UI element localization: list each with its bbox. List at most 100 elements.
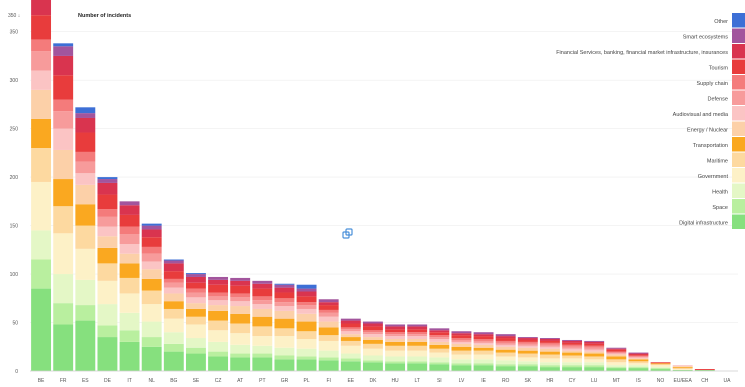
share-chart-icon[interactable] [342, 228, 353, 239]
bar-segment[interactable] [53, 99, 74, 112]
bar-segment[interactable] [539, 365, 560, 368]
bar-segment[interactable] [119, 234, 140, 244]
legend-label[interactable]: Transportation [693, 143, 728, 149]
bar-segment[interactable] [163, 332, 184, 344]
bar-segment[interactable] [185, 297, 206, 304]
bar-segment[interactable] [385, 345, 406, 351]
bar-segment[interactable] [296, 305, 317, 309]
bar-segment[interactable] [517, 366, 538, 371]
bar-segment[interactable] [53, 75, 74, 100]
bar-segment[interactable] [163, 282, 184, 288]
bar-segment[interactable] [451, 341, 472, 344]
bar-segment[interactable] [562, 350, 583, 353]
bar-segment[interactable] [75, 151, 96, 162]
bar-segment[interactable] [97, 182, 118, 195]
bar-segment[interactable] [584, 341, 605, 344]
bar-segment[interactable] [517, 345, 538, 348]
legend-swatch[interactable] [732, 59, 745, 75]
bar-segment[interactable] [650, 363, 671, 365]
bar-segment[interactable] [97, 337, 118, 371]
bar-segment[interactable] [407, 339, 428, 342]
bar-segment[interactable] [362, 360, 383, 363]
bar-segment[interactable] [318, 305, 339, 310]
bar-segment[interactable] [628, 357, 649, 359]
bar-segment[interactable] [628, 356, 649, 358]
bar-segment[interactable] [495, 336, 516, 339]
bar-segment[interactable] [141, 261, 162, 270]
bar-segment[interactable] [141, 346, 162, 371]
legend-label[interactable]: Supply chain [697, 81, 729, 87]
bar-segment[interactable] [694, 369, 715, 371]
bar-segment[interactable] [429, 335, 450, 338]
bar-segment[interactable] [562, 348, 583, 351]
bar-segment[interactable] [230, 280, 251, 286]
bar-segment[interactable] [296, 302, 317, 306]
bar-segment[interactable] [539, 351, 560, 355]
bar-segment[interactable] [606, 353, 627, 355]
bar-segment[interactable] [539, 367, 560, 371]
bar-segment[interactable] [606, 365, 627, 368]
bar-segment[interactable] [252, 316, 273, 327]
legend-label[interactable]: Health [712, 189, 728, 195]
bar-segment[interactable] [163, 343, 184, 352]
legend-label[interactable]: Financial Services, banking, financial m… [556, 50, 728, 56]
bar-segment[interactable] [473, 359, 494, 364]
bar-segment[interactable] [318, 312, 339, 317]
bar-segment[interactable] [584, 359, 605, 363]
bar-segment[interactable] [31, 259, 52, 289]
bar-segment[interactable] [517, 339, 538, 342]
bar-segment[interactable] [584, 367, 605, 371]
bar-segment[interactable] [318, 350, 339, 358]
bar-segment[interactable] [539, 340, 560, 343]
bar-segment[interactable] [208, 310, 229, 321]
bar-segment[interactable] [606, 356, 627, 360]
bar-segment[interactable] [407, 345, 428, 351]
bar-segment[interactable] [495, 334, 516, 337]
bar-segment[interactable] [274, 336, 295, 348]
bar-segment[interactable] [495, 366, 516, 371]
bar-segment[interactable] [473, 344, 494, 348]
bar-segment[interactable] [163, 351, 184, 371]
bar-segment[interactable] [429, 352, 450, 358]
legend-label[interactable]: Tourism [709, 65, 729, 71]
bar-segment[interactable] [185, 276, 206, 283]
bar-segment[interactable] [185, 303, 206, 309]
bar-segment[interactable] [606, 359, 627, 363]
bar-segment[interactable] [252, 280, 273, 284]
bar-segment[interactable] [340, 318, 361, 321]
bar-segment[interactable] [119, 253, 140, 264]
bar-segment[interactable] [208, 296, 229, 301]
bar-segment[interactable] [75, 204, 96, 226]
bar-segment[interactable] [650, 364, 671, 366]
bar-segment[interactable] [97, 216, 118, 227]
bar-segment[interactable] [539, 362, 560, 366]
bar-segment[interactable] [650, 367, 671, 369]
bar-segment[interactable] [407, 350, 428, 357]
bar-segment[interactable] [97, 325, 118, 338]
bar-segment[interactable] [141, 223, 162, 226]
legend-label[interactable]: Other [714, 19, 728, 25]
bar-segment[interactable] [451, 335, 472, 339]
bar-segment[interactable] [362, 332, 383, 335]
bar-segment[interactable] [473, 350, 494, 355]
bar-segment[interactable] [584, 356, 605, 360]
bar-segment[interactable] [274, 298, 295, 303]
bar-segment[interactable] [141, 304, 162, 322]
bar-segment[interactable] [75, 184, 96, 205]
bar-segment[interactable] [362, 321, 383, 324]
bar-segment[interactable] [75, 117, 96, 133]
bar-segment[interactable] [606, 351, 627, 353]
legend-swatch[interactable] [732, 75, 745, 90]
bar-segment[interactable] [97, 177, 118, 180]
bar-segment[interactable] [562, 355, 583, 359]
bar-segment[interactable] [584, 365, 605, 368]
bar-segment[interactable] [451, 346, 472, 351]
bar-segment[interactable] [495, 364, 516, 367]
bar-segment[interactable] [451, 339, 472, 342]
bar-segment[interactable] [628, 355, 649, 357]
bar-segment[interactable] [119, 263, 140, 278]
bar-segment[interactable] [429, 341, 450, 345]
legend-swatch[interactable] [732, 152, 745, 168]
bar-segment[interactable] [31, 89, 52, 119]
bar-segment[interactable] [562, 339, 583, 341]
